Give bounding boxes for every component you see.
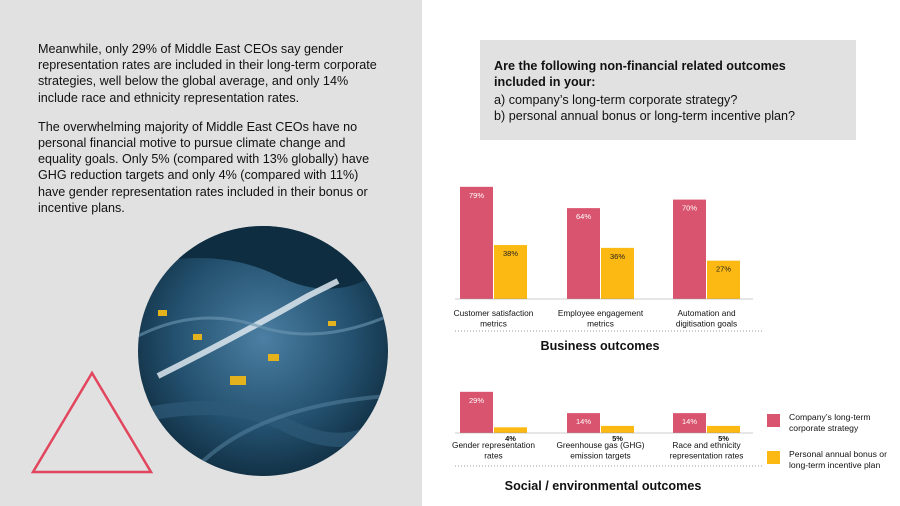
question-box: Are the following non-financial related …: [480, 40, 856, 140]
business-outcomes-title: Business outcomes: [540, 339, 660, 353]
question-option-a: a) company’s long-term corporate strateg…: [494, 93, 738, 107]
bar-social-1-bonus: [601, 425, 634, 433]
bar-value-label: 5%: [718, 434, 729, 443]
bar-social-0-strategy: [460, 391, 493, 433]
bar-business-0-bonus: [494, 245, 527, 299]
question-option-b: b) personal annual bonus or long-term in…: [494, 109, 796, 123]
social-outcomes-title: Social / environmental outcomes: [504, 479, 702, 493]
bar-value-label: 4%: [505, 434, 516, 443]
bar-charts: 79% 38% Customer satisfaction metrics 64% 36%…: [452, 186, 763, 467]
question-title: Are the following non-financial related …: [494, 59, 786, 89]
category-label: Gender representation rates: [452, 440, 535, 461]
bar-value-label: 36%: [610, 252, 625, 261]
body-paragraph-1: Meanwhile, only 29% of Middle East CEOs …: [38, 42, 377, 105]
bar-value-label: 27%: [716, 265, 731, 274]
triangle-decoration: [30, 370, 154, 474]
bar-social-0-bonus: [494, 427, 527, 433]
legend-label-strategy: Company’s long-term corporate strategy: [789, 412, 871, 433]
bar-business-1-strategy: [567, 208, 600, 299]
category-label: Race and ethnicity representation rates: [670, 440, 744, 461]
bar-value-label: 38%: [503, 249, 518, 258]
body-text: Meanwhile, only 29% of Middle East CEOs …: [38, 41, 378, 229]
bar-value-label: 79%: [469, 191, 484, 200]
bar-business-1-bonus: [601, 247, 634, 299]
bar-value-label: 14%: [576, 417, 591, 426]
category-label: Customer satisfaction metrics: [454, 308, 534, 329]
category-label: Automation and digitisation goals: [676, 308, 737, 329]
bar-social-2-bonus: [707, 425, 740, 433]
legend-swatch-strategy: [767, 414, 780, 427]
legend-label-bonus: Personal annual bonus or long-term incen…: [789, 449, 887, 470]
bar-social-1-strategy: [567, 413, 600, 433]
bar-social-2-strategy: [673, 413, 706, 433]
bar-value-label: 29%: [469, 396, 484, 405]
body-paragraph-2: The overwhelming majority of Middle East…: [38, 119, 370, 215]
category-label: Greenhouse gas (GHG) emission targets: [556, 440, 644, 461]
bar-value-label: 70%: [682, 204, 697, 213]
bar-business-0-strategy: [460, 186, 493, 299]
bar-business-2-strategy: [673, 199, 706, 299]
category-label: Employee engagement metrics: [558, 308, 644, 329]
bar-business-2-bonus: [707, 260, 740, 299]
legend-swatch-bonus: [767, 451, 780, 464]
bar-value-label: 5%: [612, 434, 623, 443]
bar-value-label: 14%: [682, 417, 697, 426]
bar-value-label: 64%: [576, 212, 591, 221]
mining-photo: [138, 226, 388, 476]
